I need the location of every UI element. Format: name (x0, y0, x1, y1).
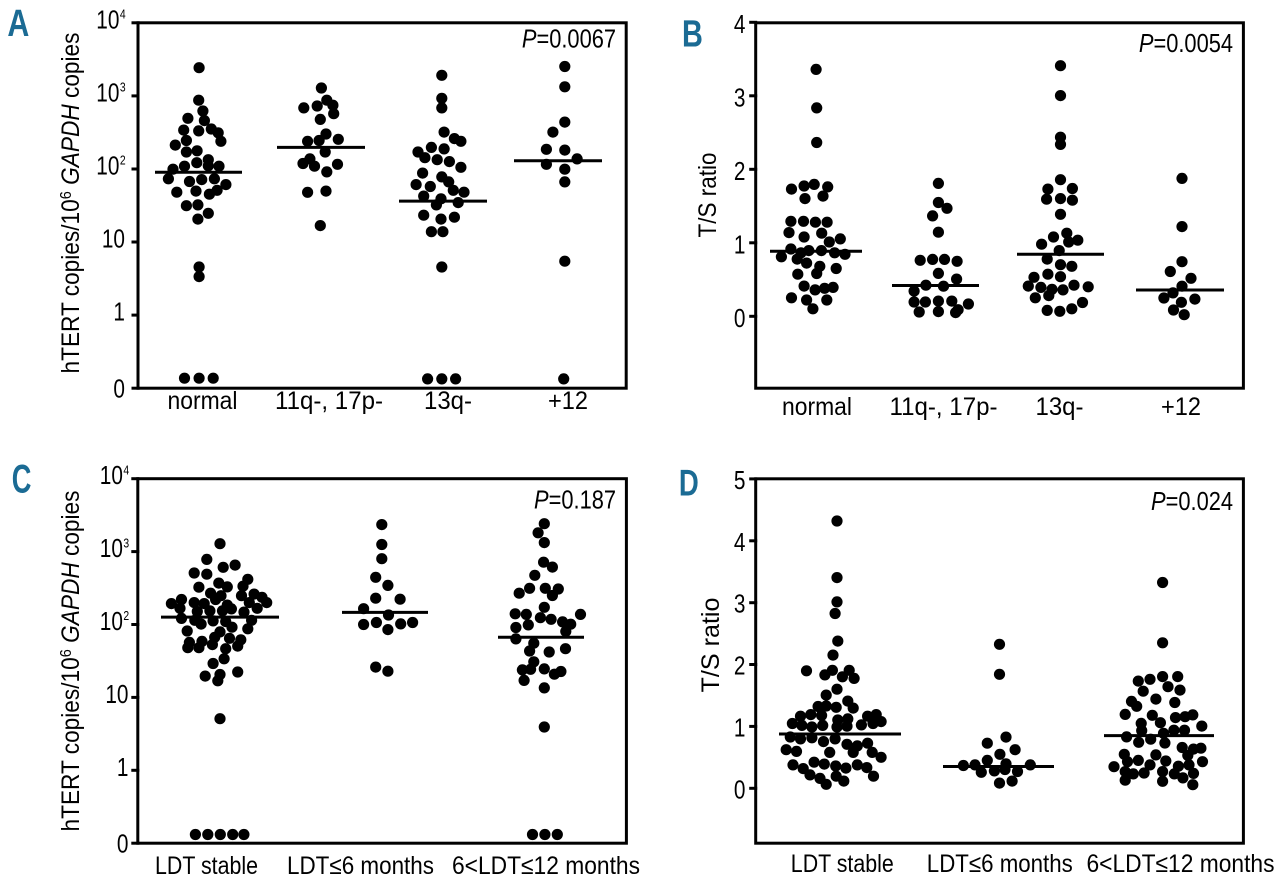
svg-text:hTERT copies/106 GAPDH copies: hTERT copies/106 GAPDH copies (57, 490, 85, 831)
svg-text:P=0.0054: P=0.0054 (1139, 29, 1233, 58)
svg-text:LDT stable: LDT stable (791, 850, 894, 878)
svg-text:2: 2 (120, 154, 126, 168)
svg-text:10: 10 (105, 680, 128, 709)
svg-text:10: 10 (96, 78, 119, 107)
svg-text:10: 10 (100, 461, 123, 490)
svg-text:D: D (679, 461, 699, 503)
svg-text:3: 3 (123, 536, 129, 550)
svg-text:+12: +12 (1161, 393, 1201, 421)
svg-text:T/S ratio: T/S ratio (694, 153, 722, 238)
svg-text:0: 0 (734, 304, 746, 333)
svg-text:P=0.0067: P=0.0067 (522, 25, 616, 54)
svg-text:3: 3 (120, 81, 126, 95)
svg-text:T/S ratio: T/S ratio (697, 598, 725, 693)
svg-text:10: 10 (100, 607, 123, 636)
svg-text:11q-, 17p-: 11q-, 17p- (890, 393, 998, 421)
svg-text:P=0.187: P=0.187 (534, 486, 616, 515)
svg-text:4: 4 (120, 7, 126, 21)
svg-text:1: 1 (734, 230, 746, 259)
svg-text:A: A (7, 3, 29, 45)
svg-text:4: 4 (123, 463, 129, 477)
svg-text:P=0.024: P=0.024 (1151, 487, 1233, 516)
svg-text:LDT≤6 months: LDT≤6 months (287, 852, 434, 880)
svg-text:+12: +12 (548, 387, 588, 415)
svg-text:3: 3 (734, 590, 746, 619)
svg-text:10: 10 (96, 151, 119, 180)
svg-text:11q-, 17p-: 11q-, 17p- (275, 387, 383, 415)
svg-text:10: 10 (100, 534, 123, 563)
svg-text:LDT≤6 months: LDT≤6 months (927, 850, 1073, 878)
svg-text:C: C (12, 457, 32, 501)
svg-text:0: 0 (113, 375, 125, 404)
svg-text:4: 4 (734, 528, 746, 557)
svg-text:0: 0 (117, 830, 129, 859)
svg-text:6<LDT≤12 months: 6<LDT≤12 months (452, 852, 640, 880)
svg-text:2: 2 (123, 609, 129, 623)
svg-text:normal: normal (782, 393, 852, 421)
svg-text:B: B (682, 13, 703, 56)
svg-text:LDT stable: LDT stable (155, 852, 258, 880)
svg-text:1: 1 (113, 297, 125, 326)
svg-text:2: 2 (734, 651, 746, 680)
svg-text:10: 10 (102, 224, 125, 253)
svg-text:13q-: 13q- (424, 387, 472, 415)
svg-text:13q-: 13q- (1036, 393, 1084, 421)
svg-text:0: 0 (734, 775, 746, 804)
svg-text:6<LDT≤12 months: 6<LDT≤12 months (1087, 850, 1275, 878)
svg-text:3: 3 (734, 83, 746, 112)
svg-text:5: 5 (734, 466, 746, 495)
svg-text:10: 10 (96, 5, 119, 34)
svg-text:hTERT copies/106 GAPDH copies: hTERT copies/106 GAPDH copies (57, 32, 85, 373)
svg-text:normal: normal (168, 387, 238, 415)
svg-text:1: 1 (117, 753, 129, 782)
svg-text:1: 1 (734, 713, 746, 742)
svg-text:2: 2 (734, 157, 746, 186)
svg-text:4: 4 (734, 10, 746, 39)
